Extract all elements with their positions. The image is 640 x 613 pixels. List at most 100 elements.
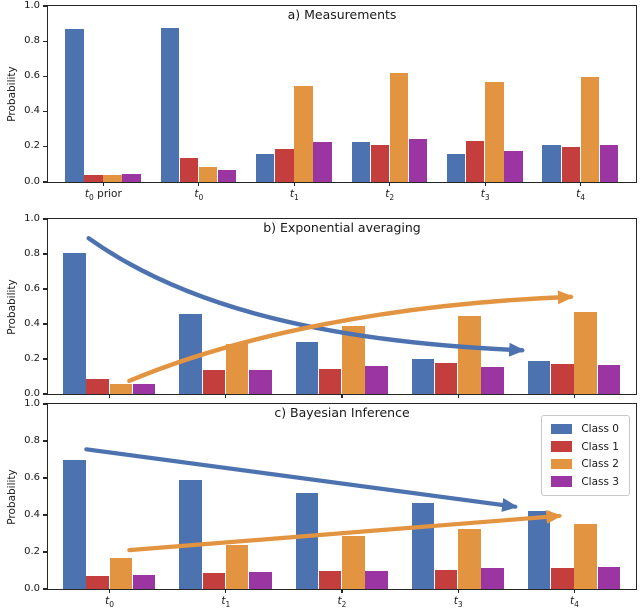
x-tick-mark [484, 182, 486, 186]
bar-class0-t2 [295, 341, 319, 394]
y-tick-label: 0.0 [24, 175, 40, 187]
legend-entry-class-2: Class 2 [551, 458, 619, 470]
bar-class3-t1 [249, 572, 272, 589]
x-tick-mark [580, 182, 582, 186]
bar-class2-t1 [225, 344, 249, 394]
bar-class0-t3 [411, 502, 435, 589]
bar-class0-t0 [63, 459, 86, 589]
bar-class3-t1 [249, 370, 272, 394]
x-tick-mark [389, 182, 391, 186]
x-tick-mark [225, 394, 227, 398]
y-tick-mark [43, 288, 47, 290]
x-tick-label: t2 [385, 188, 395, 203]
bar-class2-t3 [458, 528, 481, 589]
y-tick-mark [43, 253, 47, 255]
bar-class2-t3 [485, 81, 504, 182]
bar-class1-t1 [202, 573, 226, 589]
bar-class1-t0-prior [84, 174, 103, 182]
legend: Class 0 Class 1 Class 2 Class 3 [541, 415, 630, 496]
bar-class1-t0 [86, 576, 109, 589]
y-tick-mark [43, 514, 47, 516]
bar-class3-t3 [481, 567, 504, 589]
legend-label-class-3: Class 3 [581, 475, 619, 488]
bar-class2-t0 [109, 558, 133, 589]
y-tick-label: 0.4 [24, 105, 40, 117]
bar-class2-t4 [580, 77, 600, 182]
y-tick-label: 0.0 [24, 582, 40, 594]
bar-class0-t1 [179, 479, 202, 589]
y-tick-label: 0.2 [24, 545, 40, 557]
bar-class1-t3 [466, 140, 485, 182]
bar-class3-t0-prior [122, 174, 141, 182]
bar-class3-t4 [597, 365, 621, 394]
subplot-a: a) Measurements Probability 0.0 0.2 0.4 0.6… [6, 0, 637, 202]
bar-class1-t4 [561, 146, 580, 182]
x-tick-label: t0 prior [84, 188, 122, 203]
x-tick-mark [457, 589, 459, 593]
bar-class3-t4 [597, 566, 621, 589]
y-tick-mark [43, 551, 47, 553]
bar-class3-t0 [132, 384, 156, 394]
legend-label-class-2: Class 2 [581, 458, 619, 470]
legend-entry-class-3: Class 3 [551, 476, 619, 488]
legend-label-class-1: Class 1 [581, 440, 619, 453]
y-tick-mark [43, 588, 47, 590]
y-tick-label: 0.2 [24, 352, 40, 364]
x-tick-mark [573, 394, 575, 398]
bar-class0-t4 [527, 360, 551, 394]
bar-class0-t0 [160, 28, 180, 182]
y-tick-label: 0.8 [24, 34, 40, 46]
bar-class3-t2 [365, 570, 388, 589]
y-tick-mark [43, 75, 47, 77]
bar-class1-t0 [179, 158, 199, 182]
x-tick-label: t4 [576, 188, 586, 203]
y-tick-label: 0.4 [24, 317, 40, 329]
bar-class1-t4 [551, 364, 574, 394]
bar-class2-t0-prior [103, 174, 122, 182]
x-tick-mark [108, 589, 111, 593]
bar-class3-t3 [504, 151, 523, 182]
bar-class0-t1 [256, 153, 275, 182]
bar-class3-t3 [481, 366, 504, 394]
y-tick-label: 0.6 [24, 282, 40, 294]
y-tick-mark [43, 440, 47, 442]
y-tick-label: 1.0 [24, 212, 40, 224]
bar-class2-t0 [109, 383, 133, 394]
x-tick-mark [293, 182, 295, 186]
bar-class2-t1 [225, 544, 249, 589]
subplot-b: b) Exponential averaging Probability 0.0… [6, 213, 637, 399]
y-tick-label: 1.0 [24, 0, 40, 11]
bar-class0-t0-prior [65, 28, 84, 182]
legend-entry-class-0: Class 0 [551, 423, 619, 435]
subplot-b-title: b) Exponential averaging [263, 220, 421, 235]
y-tick-mark [43, 477, 47, 479]
bar-class1-t3 [434, 363, 458, 394]
y-tick-label: 0.6 [24, 471, 40, 483]
x-tick-mark [102, 182, 104, 186]
y-tick-mark [43, 218, 47, 220]
y-tick-label: 0.8 [24, 247, 40, 259]
bar-class3-t1 [313, 141, 332, 182]
bar-class0-t2 [351, 142, 370, 182]
bar-class2-t1 [294, 86, 313, 182]
y-tick-label: 0.6 [24, 69, 40, 81]
bar-class0-t1 [179, 314, 202, 394]
y-tick-mark [43, 40, 47, 42]
x-tick-mark [108, 394, 111, 398]
bar-class1-t4 [551, 567, 574, 589]
legend-swatch-class-1 [551, 441, 573, 452]
plot-area-b: b) Exponential averaging Probability 0.0… [6, 213, 636, 399]
x-tick-label: t3 [453, 595, 463, 610]
y-tick-label: 1.0 [24, 397, 40, 409]
bar-class3-t0 [217, 169, 237, 182]
y-tick-label: 0.8 [24, 434, 40, 446]
bar-class1-t2 [318, 571, 342, 589]
bar-class2-t4 [574, 311, 597, 394]
subplot-a-title: a) Measurements [287, 7, 397, 22]
x-tick-label: t2 [337, 595, 347, 610]
bar-class1-t0 [86, 379, 109, 394]
bar-class0-t3 [411, 359, 435, 394]
bar-class1-t2 [370, 145, 390, 182]
bar-class0-t3 [447, 153, 466, 182]
y-tick-label: 0.4 [24, 508, 40, 520]
